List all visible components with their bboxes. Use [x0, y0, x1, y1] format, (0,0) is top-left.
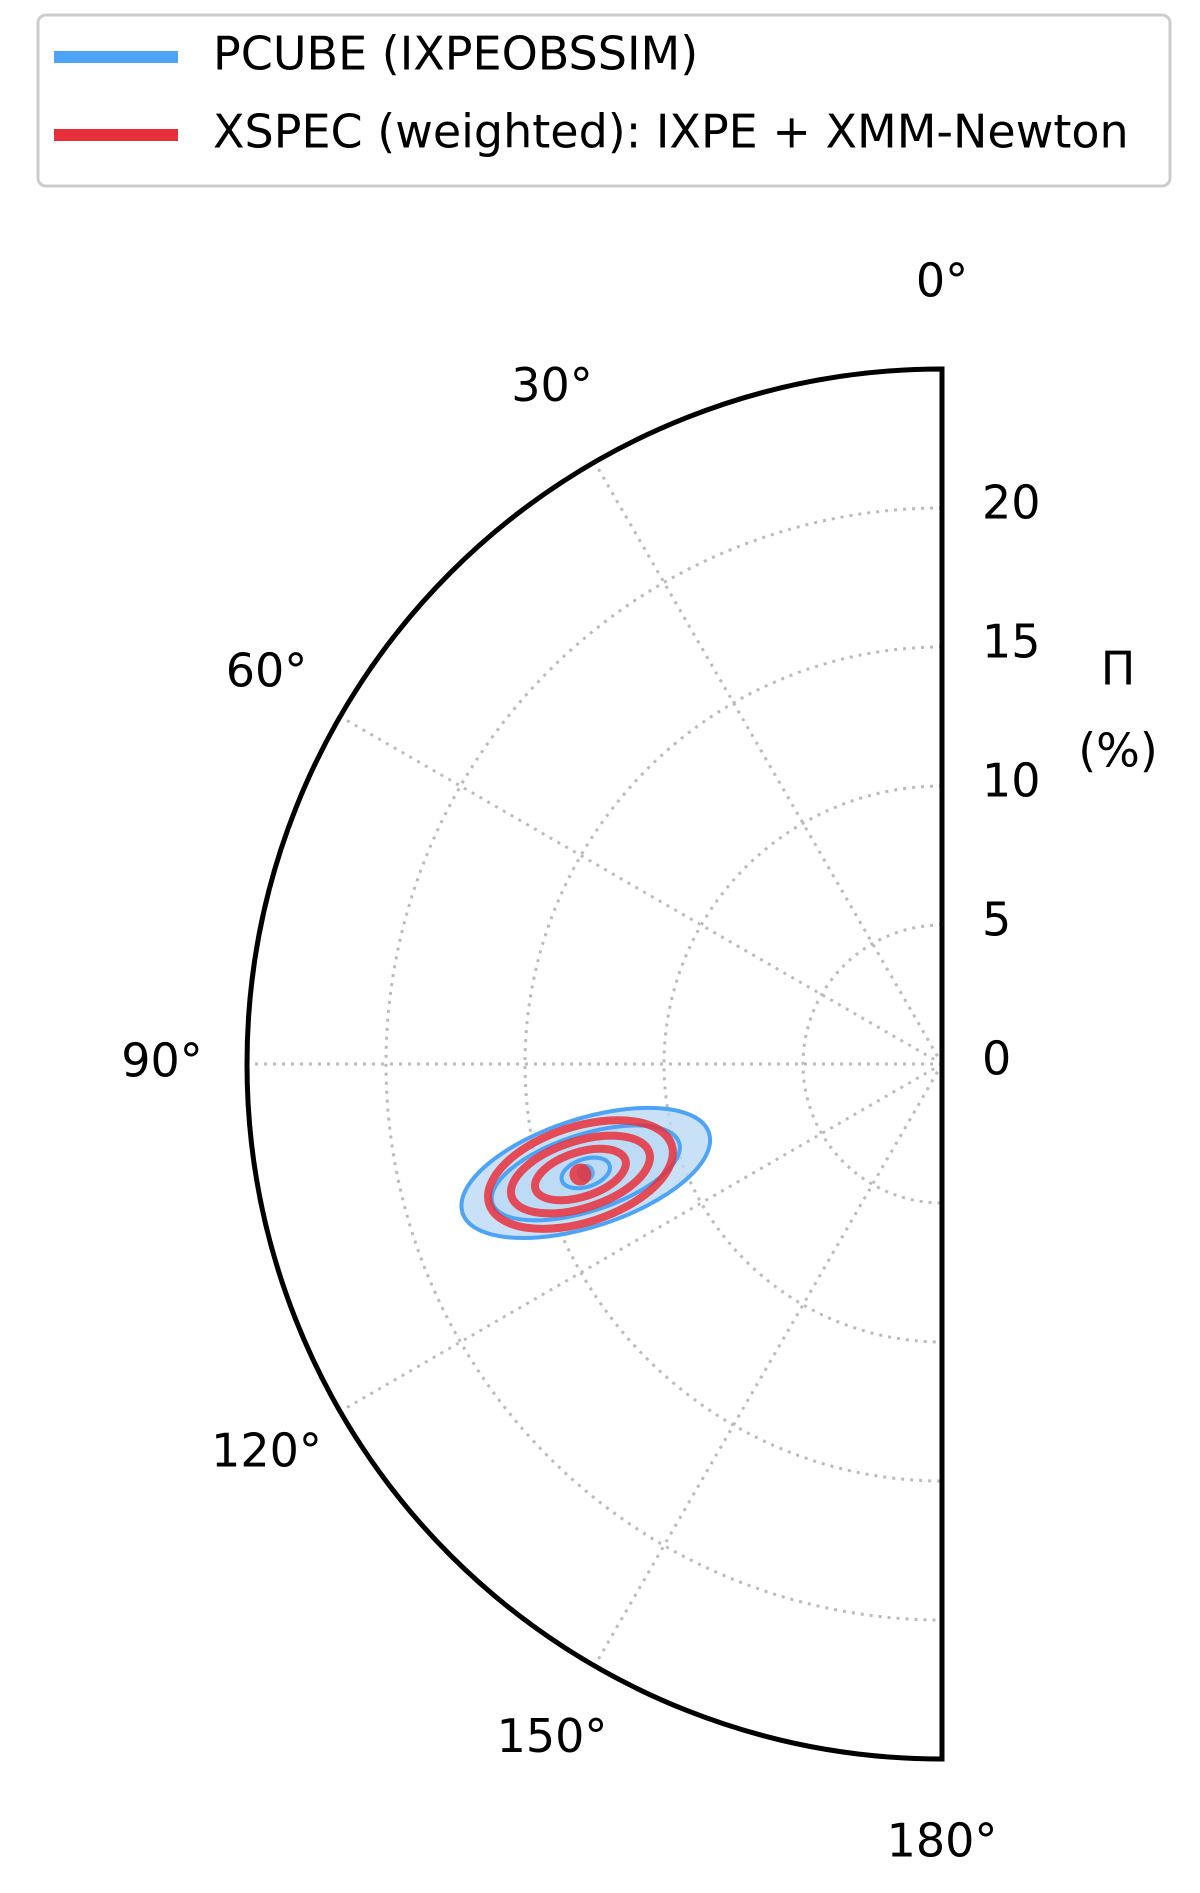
grid-circle: [662, 784, 943, 1344]
best-fit-point: [569, 1163, 592, 1186]
legend-box: [36, 13, 1172, 188]
legend-label: XSPEC (weighted): IXPE + XMM-Newton: [213, 105, 1129, 159]
theta-tick-label: 60°: [226, 644, 308, 698]
theta-tick-label: 30°: [511, 358, 593, 412]
grid-circle: [801, 923, 943, 1205]
theta-tick-label: 120°: [211, 1424, 322, 1478]
contour: [484, 1116, 677, 1233]
r-axis-label: (%): [1078, 724, 1158, 778]
contour: [506, 1131, 654, 1218]
r-tick-label: 0: [982, 1032, 1011, 1086]
contour: [530, 1144, 630, 1205]
r-axis-label: Π: [1101, 642, 1136, 696]
r-tick-label: 20: [982, 476, 1041, 530]
theta-tick-label: 0°: [916, 254, 968, 308]
polar-frame: [244, 366, 945, 1762]
theta-tick-label: 150°: [497, 1709, 608, 1763]
theta-tick-label: 180°: [887, 1814, 998, 1868]
r-tick-label: 5: [982, 893, 1011, 947]
grid-circle: [384, 506, 943, 1622]
legend-label: PCUBE (IXPEOBSSIM): [213, 27, 698, 81]
grid-spoke: [593, 461, 944, 1065]
r-tick-label: 15: [982, 615, 1041, 669]
r-tick-label: 10: [982, 754, 1041, 808]
theta-tick-label: 90°: [121, 1034, 203, 1088]
grid-spoke: [339, 715, 943, 1066]
